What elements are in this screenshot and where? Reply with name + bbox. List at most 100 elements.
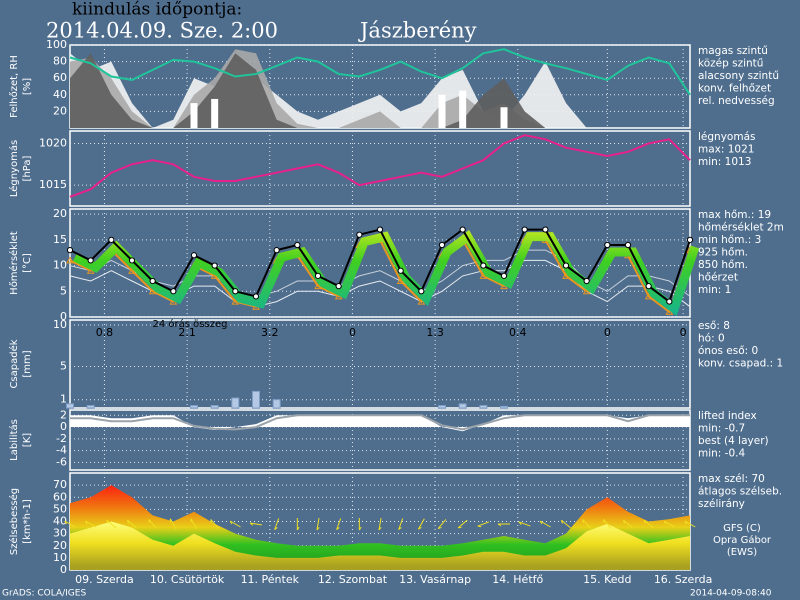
wind-arrow xyxy=(437,519,447,530)
legend-entry: max: 1021 xyxy=(698,144,754,156)
wind-arrow xyxy=(663,520,675,528)
wind-arrow xyxy=(378,518,382,531)
y-tick-label: 40 xyxy=(53,88,67,101)
point xyxy=(438,241,446,249)
x-tick-label: 15. Kedd xyxy=(583,573,631,586)
y-tick-label: 5 xyxy=(60,359,67,372)
x-tick-label: 11. Péntek xyxy=(241,573,300,586)
y-tick-label: 15 xyxy=(53,233,67,246)
point xyxy=(644,292,653,300)
point xyxy=(604,241,611,249)
credit: Opra Gábor xyxy=(713,534,772,546)
bar xyxy=(231,397,240,409)
bar xyxy=(272,399,281,409)
legend-entry: min hőm.: 3 xyxy=(698,234,761,246)
sums-title: 24 órás összeg xyxy=(153,318,228,330)
y-tick-label: 30 xyxy=(53,527,67,540)
bar xyxy=(210,405,219,409)
y-tick-label: 60 xyxy=(53,71,67,84)
point xyxy=(624,241,632,249)
wind-arrow xyxy=(684,520,696,528)
wind-arrow xyxy=(296,518,300,531)
point xyxy=(479,271,488,279)
y-tick-label: 50 xyxy=(53,502,67,515)
legend-entry: szélirány xyxy=(698,498,745,510)
y-axis-label: [km*h-1] xyxy=(22,499,33,544)
wind-arrow xyxy=(229,520,241,528)
wind-arrow xyxy=(560,519,571,529)
point xyxy=(314,282,322,290)
legend-entry: max szél: 70 xyxy=(698,473,765,485)
legend-entry: min: 1 xyxy=(698,284,731,296)
y-axis-label: Csapadék xyxy=(8,339,20,388)
y-tick-label: 5 xyxy=(60,284,67,297)
point xyxy=(418,288,425,295)
area xyxy=(70,49,690,129)
point xyxy=(231,297,240,305)
legend-entry: ónos eső: 0 xyxy=(698,345,758,357)
point xyxy=(148,287,157,295)
wind-arrow xyxy=(274,518,280,531)
x-tick-label: 14. Hétfő xyxy=(492,573,543,586)
daily-sum: 1.3 xyxy=(426,326,444,339)
panel-frame xyxy=(69,409,691,471)
header-place: Jászberény xyxy=(358,19,477,43)
legend-entry: hőmérséklet 2m xyxy=(698,222,784,234)
legend-entry: konv. csapad.: 1 xyxy=(698,358,783,370)
daily-sum: 0 xyxy=(604,326,611,339)
bar xyxy=(190,405,198,409)
y-axis-label: [mm] xyxy=(22,350,33,377)
wind-arrow xyxy=(106,519,117,529)
legend-entry: közép szintű xyxy=(698,58,763,70)
point xyxy=(542,226,549,233)
credit: (EWS) xyxy=(727,547,757,558)
header-date: 2014.04.09. Sze. 2:00 xyxy=(46,19,278,43)
x-tick-label: 16. Szerda xyxy=(654,573,713,586)
temperature-ribbon xyxy=(72,229,700,316)
y-axis-label: [hPa] xyxy=(22,155,33,181)
wind-arrow xyxy=(249,522,262,526)
y-tick-label: -6 xyxy=(56,455,67,468)
wind-arrow xyxy=(358,518,362,531)
header-label: kiindulás időpontja: xyxy=(72,0,242,20)
wind-arrow xyxy=(417,518,425,530)
legend-entry: min: 1013 xyxy=(698,156,751,168)
legend-entry: 850 hőm. xyxy=(698,259,748,271)
y-tick-label: 0 xyxy=(60,420,67,433)
point xyxy=(108,236,115,243)
point xyxy=(252,293,260,300)
y-tick-label: 40 xyxy=(53,515,67,528)
line xyxy=(69,134,691,198)
legend-entry: max hőm.: 19 xyxy=(698,209,771,221)
y-tick-label: 1015 xyxy=(39,178,67,191)
area xyxy=(70,415,690,432)
wind-arrow xyxy=(190,518,198,530)
bar xyxy=(252,390,260,409)
y-tick-label: 1020 xyxy=(39,137,67,150)
y-tick-label: -2 xyxy=(56,432,67,445)
bar xyxy=(190,103,198,128)
point xyxy=(356,231,363,238)
point xyxy=(190,252,198,259)
y-axis-label: Szélsebesség xyxy=(8,488,20,555)
line xyxy=(70,414,690,431)
legend-entry: hőérzet xyxy=(698,272,738,284)
panel: Csapadék [mm] 1 5 10 24 órás összeg 0.8 2.1 3.2 0… xyxy=(8,318,783,409)
wind-arrow xyxy=(316,518,320,531)
bar xyxy=(438,405,446,409)
y-axis-label: [K] xyxy=(22,433,33,447)
bar xyxy=(211,98,219,128)
bar xyxy=(458,403,467,409)
wind-arrow xyxy=(457,519,468,529)
y-tick-label: 20 xyxy=(53,539,67,552)
footer-left: GrADS: COLA/IGES xyxy=(2,589,86,599)
wind-arrow xyxy=(582,519,591,529)
y-axis-label: Hőmérséklet xyxy=(8,231,20,295)
legend-entry: átlagos szélseb. xyxy=(698,486,782,498)
daily-sum: 0 xyxy=(680,326,687,339)
y-tick-label: 2 xyxy=(60,408,67,421)
y-tick-label: -4 xyxy=(56,444,67,457)
